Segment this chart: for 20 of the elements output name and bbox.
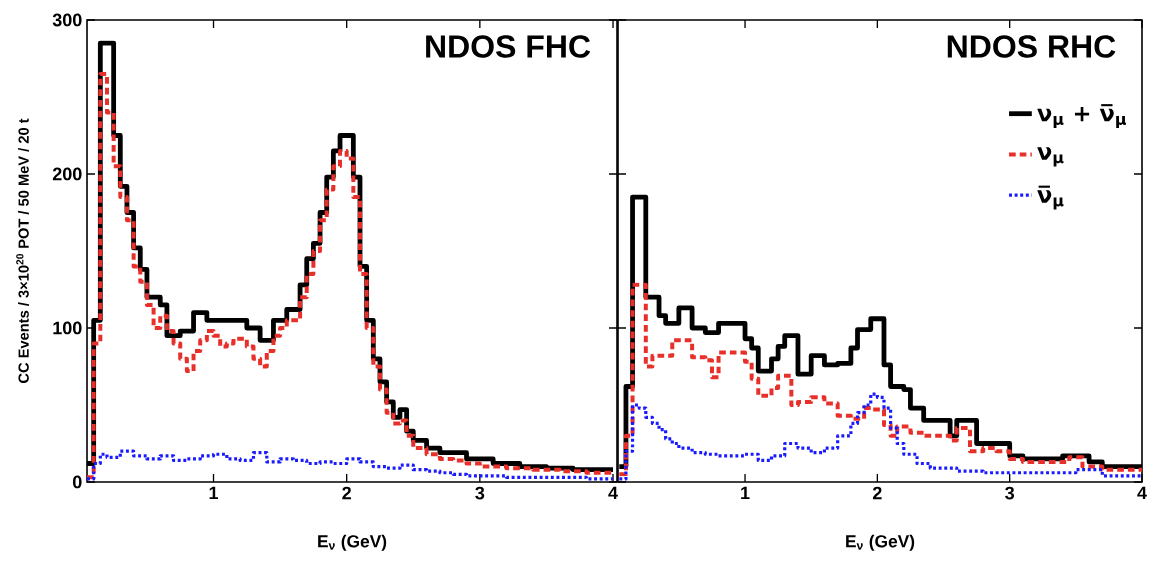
legend-label: ν$_{μ}$ — [1037, 147, 1064, 167]
legend-label: ν$_{μ}$ + ν̅$_{μ}$ — [1037, 104, 1127, 129]
x-axis-title: E$_{ν}$ (GeV) — [318, 534, 387, 551]
x-tick-label: 3 — [1005, 486, 1015, 500]
x-tick-label: 2 — [342, 486, 351, 500]
legend-label: ν̅$_{μ}$ — [1037, 185, 1064, 210]
x-tick-label: 2 — [872, 486, 882, 500]
x-tick-label: 1 — [209, 486, 219, 500]
y-tick-label: 0 — [73, 475, 82, 489]
y-axis-title: CC Events / 3×10$^{20}$ POT / 50 MeV / 20 t — [16, 118, 29, 383]
y-tick-label: 100 — [53, 321, 82, 335]
x-tick-label: 3 — [475, 486, 485, 500]
x-tick-label: 1 — [741, 486, 750, 500]
y-tick-label: 300 — [52, 13, 82, 27]
x-tick-label: 4 — [1137, 486, 1147, 500]
chart-title: NDOS RHC — [947, 35, 1116, 58]
x-axis-title: E$_{ν}$ (GeV) — [846, 534, 915, 551]
x-tick-label: 4 — [608, 486, 618, 500]
y-tick-label: 200 — [52, 167, 82, 181]
chart-title: NDOS FHC — [426, 35, 591, 58]
